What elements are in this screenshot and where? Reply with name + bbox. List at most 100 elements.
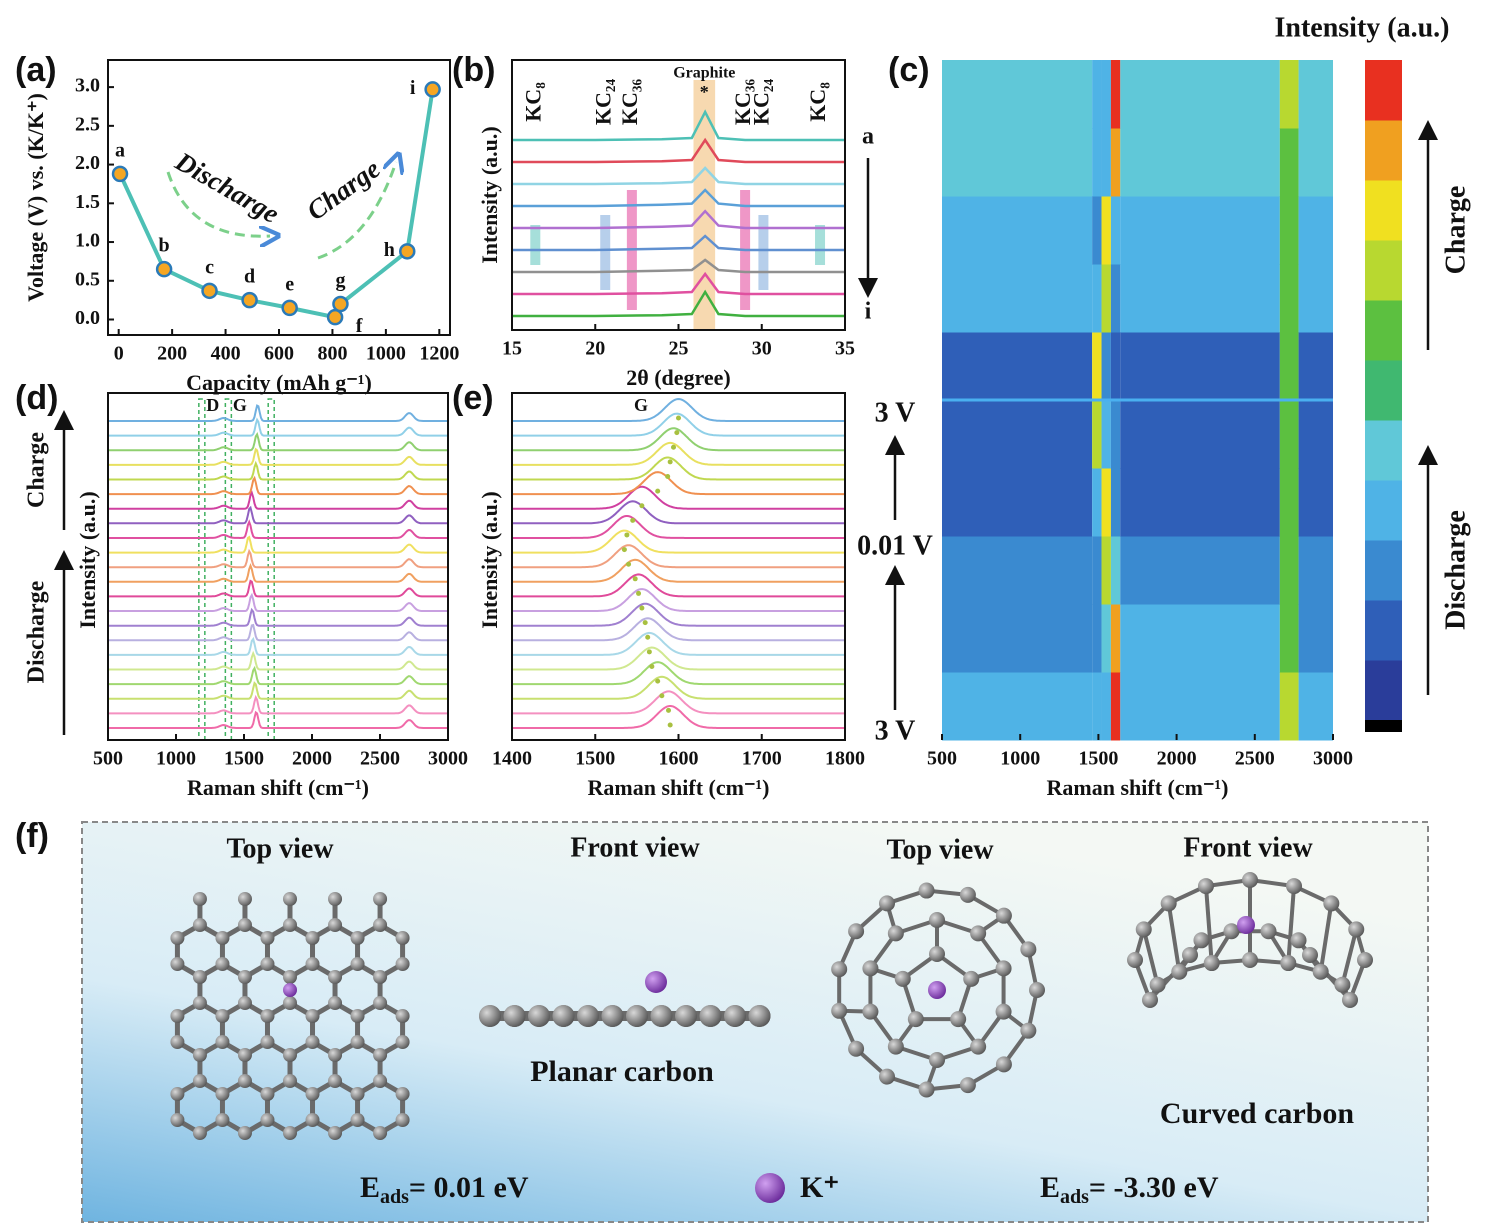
carbon-atom	[305, 1009, 320, 1023]
spectrum	[108, 548, 448, 569]
x-axis-title: Capacity (mAh g⁻¹)	[186, 370, 372, 395]
y-tick-label: 0.5	[75, 268, 100, 290]
carbon-atom	[1286, 878, 1303, 895]
carbon-atom	[1171, 963, 1188, 980]
carbon-atom	[1135, 921, 1152, 938]
caption: Curved carbon	[1160, 1097, 1354, 1130]
carbon-atom	[283, 970, 297, 984]
carbon-atom	[215, 931, 230, 945]
carbon-atom	[260, 1087, 275, 1101]
heat-cell	[1298, 468, 1333, 537]
heat-cell	[1298, 536, 1333, 605]
carbon-atom	[970, 925, 987, 942]
carbon-atom	[350, 1009, 365, 1023]
colorbar-step	[1365, 240, 1402, 301]
bond	[1166, 903, 1182, 973]
carbon-atom	[699, 1005, 722, 1027]
heat-cell	[1101, 672, 1111, 741]
heat-cell	[1298, 672, 1333, 741]
spectrum	[108, 432, 448, 452]
colorbar-step	[1365, 660, 1402, 721]
heat-cell	[1120, 400, 1280, 469]
carbon-atom	[237, 892, 252, 906]
point-label: a	[115, 139, 125, 161]
carbon-atom	[395, 957, 410, 971]
carbon-atom	[1203, 955, 1220, 972]
x-tick-label: 400	[211, 343, 241, 365]
heat-cell	[1279, 196, 1299, 265]
peak-marker	[645, 634, 651, 640]
data-point	[201, 282, 218, 300]
xrd-curve	[512, 234, 845, 252]
data-point	[111, 165, 129, 183]
x-tick-label: 3000	[428, 748, 468, 770]
carbon-atom	[963, 970, 980, 987]
spectrum	[512, 573, 845, 598]
spectrum	[512, 515, 845, 539]
annotation: Charge	[301, 153, 385, 226]
spectrum	[512, 675, 845, 700]
spectrum	[512, 588, 845, 612]
spectrum	[512, 485, 845, 510]
spectrum	[108, 447, 448, 466]
heat-cell	[1279, 128, 1299, 197]
y-tick-label: 1.5	[75, 191, 100, 213]
carbon-atom	[1197, 878, 1214, 895]
carbon-atom	[237, 1126, 252, 1140]
x-axis-title: Raman shift (cm⁻¹)	[187, 775, 369, 800]
carbon-atom	[215, 1009, 230, 1023]
colorbar-step	[1365, 420, 1402, 481]
point-label: e	[285, 273, 294, 295]
carbon-atom	[650, 1005, 673, 1027]
carbon-atom	[237, 1074, 252, 1088]
phase-label: KC₃₆	[617, 79, 642, 126]
panel-label: (b)	[452, 51, 495, 89]
heat-cell	[1092, 672, 1102, 741]
heat-cell	[1298, 332, 1333, 401]
heat-cell	[1092, 60, 1102, 129]
spectrum	[512, 602, 845, 627]
state-label: a	[862, 124, 874, 150]
heat-cell	[1101, 60, 1111, 129]
heat-cell	[942, 400, 1093, 469]
x-tick-label: 25	[669, 338, 689, 360]
y-axis-title: Intensity (a.u.)	[477, 491, 502, 629]
x-tick-label: 600	[264, 343, 294, 365]
carbon-atom	[328, 1048, 343, 1062]
carbon-atom	[395, 931, 410, 945]
xrd-curve	[512, 289, 845, 318]
xrd-curve	[512, 271, 845, 296]
carbon-atom	[879, 1068, 895, 1085]
spectrum	[108, 710, 448, 729]
heat-cell	[1298, 60, 1333, 129]
heat-cell	[942, 60, 1093, 129]
heat-cell	[942, 536, 1093, 605]
x-tick-label: 1000	[1000, 748, 1040, 770]
carbon-atom	[552, 1005, 575, 1027]
xrd-curve	[512, 209, 845, 230]
carbon-atom	[887, 925, 904, 942]
colorbar-step	[1365, 480, 1402, 541]
carbon-atom	[283, 996, 297, 1010]
voltage-label: 3 V	[875, 397, 916, 428]
x-tick-label: 2000	[1157, 748, 1197, 770]
spectrum	[108, 404, 448, 422]
colorbar-step	[1365, 600, 1402, 661]
carbon-atom	[1020, 1022, 1037, 1039]
heat-cell	[1092, 332, 1102, 401]
spectrum	[512, 427, 845, 452]
carbon-atom	[1242, 872, 1258, 888]
carbon-atom	[192, 1048, 207, 1062]
spectrum	[512, 397, 845, 422]
carbon-atom	[283, 1126, 297, 1140]
k-legend: K⁺	[800, 1171, 839, 1204]
peak-marker	[674, 430, 680, 436]
carbon-atom	[373, 970, 388, 984]
y-tick-label: 3.0	[75, 75, 100, 97]
x-tick-label: 1500	[224, 748, 264, 770]
heat-cell	[1110, 332, 1121, 401]
peak-marker	[666, 707, 672, 713]
xrd-curve	[512, 188, 845, 208]
x-tick-label: 1700	[742, 748, 782, 770]
x-tick-label: 1000	[156, 748, 196, 770]
